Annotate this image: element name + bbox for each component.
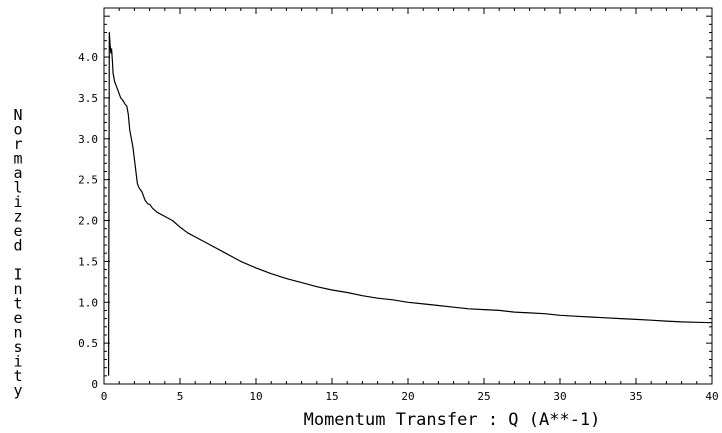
y-axis-label-char: e xyxy=(13,309,22,327)
x-tick-label: 0 xyxy=(101,390,108,403)
x-tick-labels: 0 5 10 15 20 25 30 35 40 xyxy=(101,390,719,403)
axis-ticks xyxy=(103,8,713,385)
y-axis-label-char: l xyxy=(13,179,22,197)
plot-frame xyxy=(103,7,713,385)
y-axis-label-char: N xyxy=(13,106,22,124)
y-axis-label-char: s xyxy=(13,338,22,356)
x-tick-label: 10 xyxy=(249,390,262,403)
y-axis-label-char: z xyxy=(13,208,22,226)
y-tick-label: 4.0 xyxy=(78,51,98,64)
y-axis-label-char: d xyxy=(13,237,22,255)
y-axis-label-char: n xyxy=(13,280,22,298)
y-tick-label: 2.0 xyxy=(78,215,98,228)
y-tick-label: 3.0 xyxy=(78,133,98,146)
y-tick-labels: 0 0.5 1.0 1.5 2.0 2.5 3.0 3.5 4.0 xyxy=(78,51,98,391)
y-axis-label-char: I xyxy=(13,266,22,284)
y-axis-label-char: m xyxy=(13,150,22,168)
y-axis-label-char: o xyxy=(13,121,22,139)
y-axis-label-char: n xyxy=(13,324,22,342)
y-tick-label: 0.5 xyxy=(78,337,98,350)
x-tick-label: 35 xyxy=(629,390,642,403)
x-tick-label: 15 xyxy=(325,390,338,403)
y-tick-label: 1.0 xyxy=(78,296,98,309)
y-axis-label-char: r xyxy=(13,135,22,153)
x-tick-label: 20 xyxy=(401,390,414,403)
y-axis-label-char: t xyxy=(13,295,22,313)
y-axis-label-char: i xyxy=(13,353,22,371)
x-tick-label: 5 xyxy=(177,390,184,403)
x-tick-label: 30 xyxy=(553,390,566,403)
y-tick-label: 1.5 xyxy=(78,255,98,268)
y-axis-label-char: a xyxy=(13,164,22,182)
y-axis-label-char: i xyxy=(13,193,22,211)
x-tick-label: 25 xyxy=(477,390,490,403)
y-axis-label-char: y xyxy=(13,382,22,400)
y-axis-label-char: t xyxy=(13,367,22,385)
intensity-series-line xyxy=(107,31,713,376)
x-tick-label: 40 xyxy=(705,390,718,403)
y-tick-label: 2.5 xyxy=(78,174,98,187)
y-axis-label-char: e xyxy=(13,222,22,240)
y-tick-label: 0 xyxy=(91,378,98,391)
x-axis-label: Momentum Transfer : Q (A**-1) xyxy=(304,410,601,430)
y-tick-label: 3.5 xyxy=(78,92,98,105)
